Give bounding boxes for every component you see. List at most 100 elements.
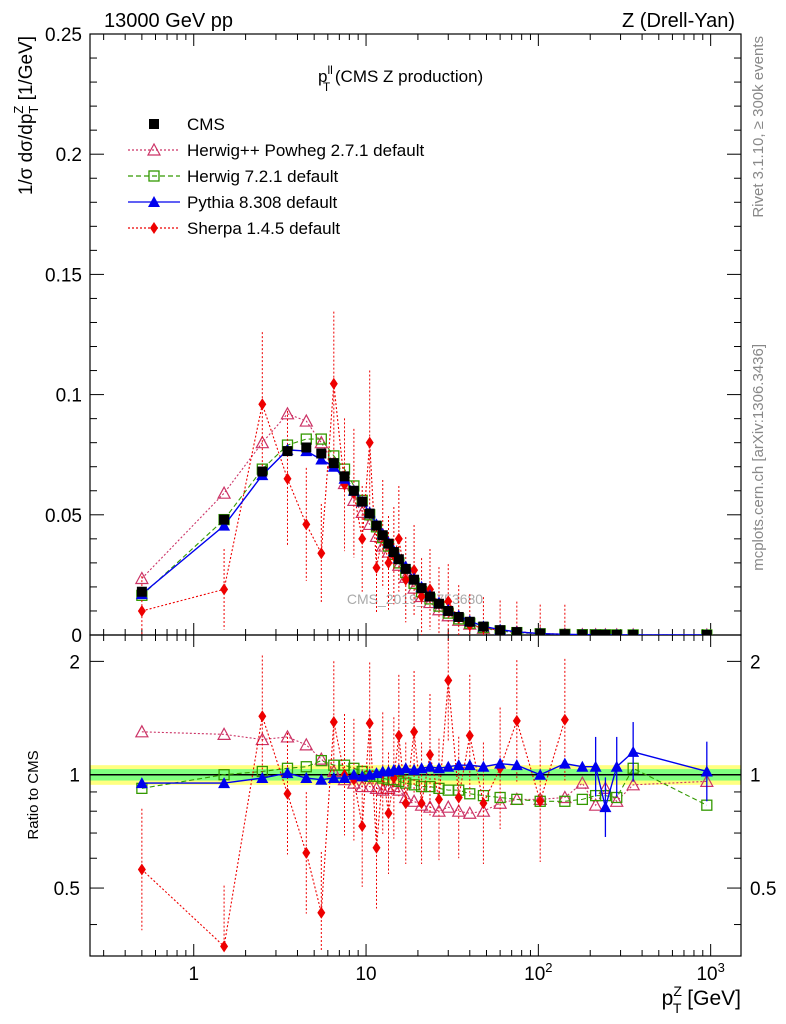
x-tick-label-base: 10	[696, 964, 717, 985]
cms-point	[364, 508, 375, 519]
cms-point	[393, 554, 404, 565]
sherpa-ratio-point	[137, 863, 146, 876]
cms-point	[409, 574, 420, 585]
cms-point	[577, 629, 588, 635]
cms-point	[464, 616, 475, 627]
pythia-ratio-point	[442, 760, 455, 772]
pythia-ratio-point	[415, 762, 428, 774]
x-tick-label: 1	[188, 964, 199, 985]
xlabel-unit: [GeV]	[681, 987, 741, 1010]
sherpa-ratio-point	[434, 793, 443, 806]
herwigpp-point	[255, 435, 270, 449]
herwigpp-ratio-point	[134, 724, 149, 738]
mcplots-label: mcplots.cern.ch [arXiv:1306.3436]	[750, 344, 767, 571]
cms-point	[424, 591, 435, 602]
main-y-tick-label: 0.25	[45, 25, 82, 46]
legend-entry-sherpa: Sherpa 1.4.5 default	[128, 219, 340, 238]
sherpa-point	[317, 547, 326, 560]
xlabel-p: p	[662, 987, 674, 1010]
xlabel-sup: Z	[673, 983, 682, 999]
main-ylabel-part1: 1/σ dσ/dp	[16, 114, 37, 196]
ratio-y-tick-label: 0.5	[54, 879, 80, 900]
x-tick-label-base: 10	[355, 964, 376, 985]
pythia-point	[218, 519, 231, 531]
pythia-ratio-point	[347, 768, 360, 780]
herwigpp-ratio-point	[217, 727, 232, 740]
sherpa-point	[417, 590, 426, 603]
herwigpp-point	[431, 602, 446, 616]
cms-point	[328, 458, 339, 469]
ratio-series-pythia	[135, 722, 713, 837]
header-right: Z (Drell-Yan)	[622, 10, 735, 32]
cms-point	[559, 629, 570, 635]
herwigpp-point	[314, 435, 329, 449]
sherpa-ratio-point	[479, 797, 488, 810]
herwigpp-ratio-point	[588, 797, 603, 811]
herwigpp-ratio-point	[407, 794, 422, 807]
legend: CMS Herwig++ Powheg 2.7.1 default Herwig 7…	[128, 115, 424, 238]
sherpa-ratio-point	[283, 787, 292, 800]
ratio-y-tick-label-right: 2	[750, 652, 761, 673]
cms-point	[535, 628, 546, 635]
sherpa-ratio-point	[417, 797, 426, 810]
sherpa-ratio-point	[329, 716, 338, 729]
herwigpp-ratio-point	[626, 777, 641, 791]
pythia-ratio-point	[494, 757, 507, 769]
sherpa-ratio-point	[394, 729, 403, 742]
cms-point	[383, 538, 394, 549]
pythia-ratio-point	[399, 762, 412, 774]
x-tick-label-base: 1	[188, 964, 199, 985]
legend-label-cms: CMS	[187, 115, 225, 134]
ratio-y-tick-label-right: 1	[750, 766, 761, 787]
sherpa-point	[384, 556, 393, 569]
sherpa-point	[410, 564, 419, 577]
pythia-ratio-point	[452, 759, 465, 771]
herwigpp-ratio-point	[557, 790, 572, 804]
pythia-ratio-point	[423, 760, 436, 772]
x-tick-label: 10	[355, 964, 376, 985]
plot-title-main: p	[318, 67, 327, 86]
main-ylabel-sup: Z	[11, 106, 26, 114]
cms-point	[219, 514, 230, 525]
sherpa-point	[394, 532, 403, 545]
herwigpp-ratio-point	[575, 775, 590, 789]
pythia-ratio-point	[218, 777, 231, 789]
pythia-ratio-point	[135, 777, 148, 789]
cms-point	[600, 629, 611, 635]
pythia-point	[315, 453, 328, 465]
sherpa-point	[220, 583, 229, 596]
herwigpp-ratio-point	[314, 751, 329, 765]
main-y-tick-label: 0	[71, 626, 82, 647]
cms-point	[316, 448, 327, 459]
herwigpp-ratio-point	[451, 803, 466, 817]
pythia-ratio-point	[627, 745, 640, 757]
pythia-ratio-point	[256, 772, 269, 784]
sherpa-ratio-point	[512, 714, 521, 727]
sherpa-ratio-point	[358, 820, 367, 833]
pythia-ratio-point	[338, 772, 351, 784]
cms-point	[371, 520, 382, 531]
sherpa-point	[283, 472, 292, 485]
sherpa-point	[302, 518, 311, 531]
legend-label-herwig7: Herwig 7.2.1 default	[187, 167, 338, 186]
cms-point	[377, 530, 388, 541]
plot-title-sup: ll	[327, 63, 332, 77]
pythia-ratio-point	[610, 760, 623, 772]
herwigpp-ratio-point	[441, 799, 456, 813]
main-y-tick-label: 0.15	[45, 265, 82, 286]
pythia-ratio-point	[599, 801, 612, 813]
legend-marker-herwigpp	[146, 142, 162, 156]
herwigpp-ratio-point	[299, 737, 314, 751]
pythia-ratio-point	[576, 760, 589, 772]
cms-point	[388, 547, 399, 558]
herwigpp-point	[299, 413, 314, 427]
herwig7-ratio-point	[511, 793, 523, 806]
herwigpp-ratio-point	[422, 799, 437, 813]
legend-label-sherpa: Sherpa 1.4.5 default	[187, 219, 340, 238]
herwig7-ratio-point	[315, 754, 327, 767]
herwigpp-point	[217, 485, 232, 499]
cms-point	[348, 485, 359, 496]
legend-label-herwigpp: Herwig++ Powheg 2.7.1 default	[187, 141, 424, 160]
herwigpp-ratio-point	[609, 794, 624, 807]
rivet-label: Rivet 3.1.10, ≥ 300k events	[750, 36, 767, 218]
